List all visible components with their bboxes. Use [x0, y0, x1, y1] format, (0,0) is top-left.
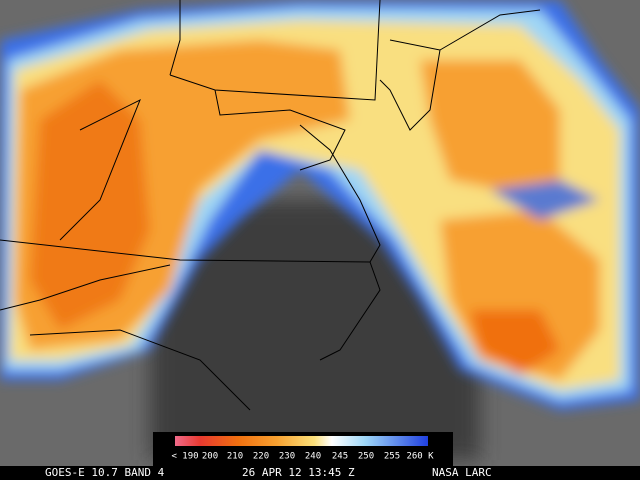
colorbar-label: < 190	[171, 452, 198, 462]
colorbar-label: 250	[358, 452, 374, 462]
colorbar-label: 245	[332, 452, 348, 462]
colorbar-label: 260 K	[406, 452, 434, 462]
colorbar-label: 200	[202, 452, 218, 462]
colorbar-label: 240	[305, 452, 321, 462]
footer-time: 26 APR 12 13:45 Z	[242, 466, 355, 479]
footer-source: NASA LARC	[432, 466, 492, 479]
colorbar-labels: < 190 200 210 220 230 240 245 250 255 260 K	[171, 452, 434, 462]
colorbar-label: 255	[384, 452, 400, 462]
cloud-layers	[0, 0, 640, 410]
footer-bar	[0, 466, 640, 480]
footer-satellite: GOES-E 10.7 BAND 4	[45, 466, 165, 479]
boundaries	[0, 0, 541, 411]
colorbar-label: 210	[227, 452, 243, 462]
colorbar-label: 230	[279, 452, 295, 462]
colorbar-gradient	[175, 436, 428, 446]
colorbar-label: 220	[253, 452, 269, 462]
